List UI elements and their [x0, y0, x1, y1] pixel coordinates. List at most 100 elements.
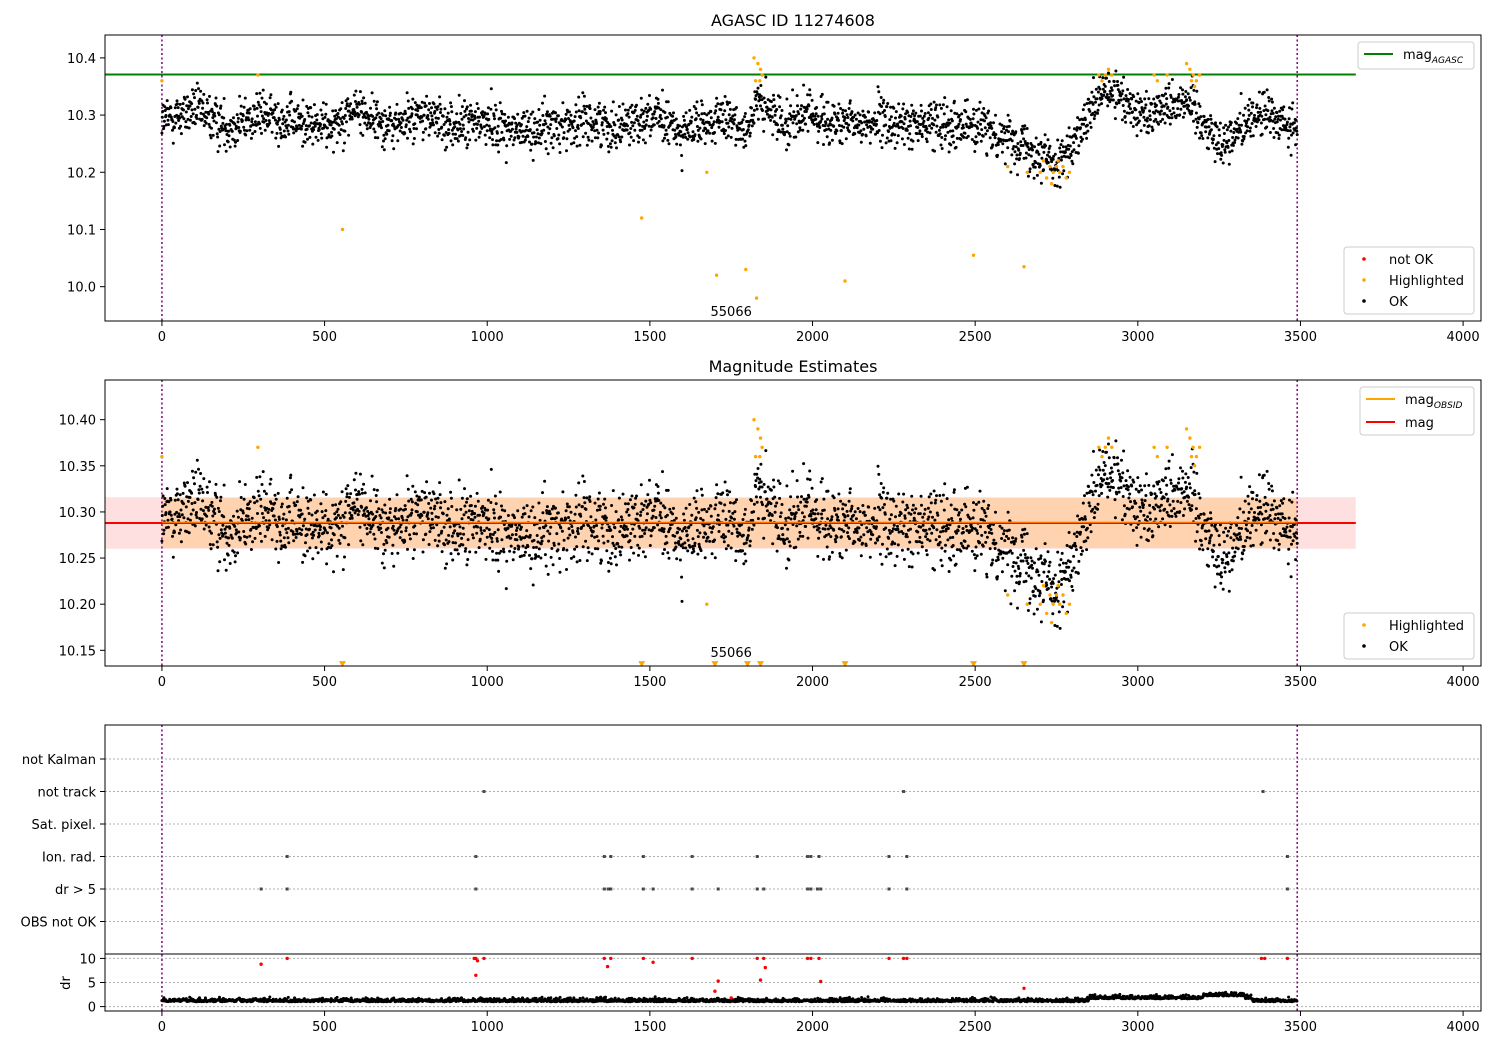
ok-point: [696, 139, 700, 143]
ok-point: [345, 120, 348, 124]
ok-point: [516, 112, 520, 116]
ok-point: [920, 503, 923, 507]
ok-point: [596, 547, 600, 551]
ok-point: [1138, 110, 1142, 114]
ok-point: [359, 539, 363, 543]
ok-point: [586, 135, 590, 139]
highlighted-point: [971, 253, 976, 257]
ok-point: [352, 478, 356, 482]
ok-point: [462, 532, 466, 536]
x-tick-label: 1500: [633, 330, 666, 345]
ok-point: [1209, 128, 1213, 132]
ok-point: [478, 513, 481, 517]
ok-point: [763, 101, 767, 104]
ok-point: [483, 542, 487, 546]
ok-point: [974, 502, 978, 506]
ok-point: [430, 114, 434, 118]
ok-point: [1046, 138, 1050, 142]
ok-point: [1223, 150, 1227, 154]
panel-title-agasc: AGASC ID 11274608: [711, 11, 875, 30]
ok-point: [645, 512, 649, 516]
ok-point: [934, 538, 938, 542]
ok-point: [620, 118, 624, 122]
ok-point: [1006, 113, 1010, 117]
ok-point: [598, 110, 602, 113]
ok-point: [613, 555, 617, 559]
ok-point: [861, 541, 864, 545]
ok-point: [1148, 109, 1152, 113]
ok-point: [349, 102, 353, 106]
ok-point: [584, 112, 588, 115]
ok-point: [659, 516, 663, 520]
ok-point: [816, 141, 820, 145]
ok-point: [460, 536, 464, 540]
ok-point: [248, 500, 252, 504]
ok-point: [500, 112, 504, 116]
ok-point: [639, 113, 643, 117]
ok-point: [678, 124, 682, 128]
ok-point: [885, 547, 889, 551]
ok-point: [403, 109, 407, 113]
ok-point: [1135, 123, 1139, 127]
ok-point: [179, 508, 183, 512]
ok-point: [1081, 137, 1084, 141]
ok-point: [1097, 103, 1101, 107]
ok-point: [947, 518, 951, 522]
ok-point: [405, 91, 409, 95]
ok-point: [188, 104, 192, 108]
ok-point: [459, 112, 463, 115]
ok-point: [573, 115, 577, 119]
ok-point: [1000, 526, 1004, 530]
ok-point: [1277, 137, 1281, 140]
ok-point: [938, 132, 942, 136]
ok-point: [244, 518, 248, 522]
ok-point: [555, 532, 559, 536]
ok-point: [931, 515, 934, 519]
ok-point: [543, 119, 547, 123]
ok-point: [794, 511, 798, 515]
ok-point: [1015, 157, 1019, 161]
ok-point: [1205, 125, 1208, 129]
ok-point: [310, 513, 314, 517]
ok-point: [1257, 118, 1261, 122]
ok-point: [893, 564, 897, 568]
ok-point: [303, 517, 307, 521]
ok-point: [343, 555, 346, 559]
ok-point: [877, 472, 881, 476]
ok-point: [796, 504, 800, 508]
ok-point: [602, 541, 606, 545]
ok-point: [375, 510, 379, 514]
ok-point: [354, 488, 357, 492]
ok-point: [985, 129, 989, 133]
ok-point: [923, 507, 927, 511]
ok-point: [1246, 117, 1250, 121]
ok-point: [273, 108, 277, 112]
ok-point: [559, 123, 563, 127]
ok-point: [707, 121, 711, 124]
ok-point: [909, 527, 912, 531]
ok-point: [1275, 120, 1279, 124]
ok-point: [806, 536, 810, 540]
ok-point: [822, 112, 826, 116]
ok-point: [208, 94, 211, 98]
ok-point: [871, 127, 875, 131]
ok-point: [1272, 106, 1276, 110]
ok-point: [905, 535, 909, 539]
ok-point: [427, 133, 431, 137]
ok-point: [394, 117, 398, 121]
ok-point: [633, 108, 637, 112]
ok-point: [584, 507, 588, 511]
ok-point: [871, 533, 875, 537]
ok-point: [1012, 145, 1016, 148]
ok-point: [341, 149, 345, 153]
ok-point: [759, 104, 762, 108]
ok-point: [1268, 115, 1272, 119]
ok-point: [773, 510, 777, 514]
ok-point: [573, 547, 577, 551]
ok-point: [543, 94, 547, 98]
ok-point: [946, 130, 950, 134]
ok-point: [1058, 146, 1062, 150]
ok-point: [1107, 96, 1111, 99]
ok-point: [873, 111, 877, 115]
ok-point: [1031, 162, 1035, 166]
